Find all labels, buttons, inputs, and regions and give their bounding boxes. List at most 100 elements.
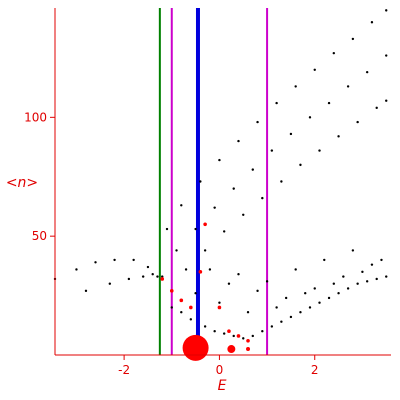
data-point-cloud [170,306,173,309]
data-point-cloud [337,292,340,295]
data-point-branch-2 [365,70,369,74]
highlight-markers [182,334,251,361]
data-point-branch-4 [146,265,150,269]
data-point-branch-2 [251,168,254,171]
data-point-cloud [361,270,364,274]
data-point-red-highlight [179,298,184,303]
data-point-cloud [246,311,250,314]
data-point-branch-1 [237,139,240,143]
data-point-cloud [304,292,307,295]
data-points [53,9,388,350]
data-point-cloud [365,280,369,283]
data-point-cloud [375,277,378,281]
data-point-cloud [194,292,197,295]
data-point-branch-4 [156,275,159,278]
data-point-cloud [342,275,345,278]
data-point-branch-1 [165,227,169,231]
data-point-cloud [332,282,336,285]
data-point-branch-2 [232,187,235,190]
data-point-red-highlight [246,338,250,343]
data-point-branch-4 [132,258,135,262]
data-point-cloud [299,311,302,314]
data-point-branch-3 [242,213,245,216]
data-point-cloud [189,318,193,321]
data-point-cloud [289,315,293,319]
data-point-cloud [385,275,388,278]
data-point-cloud [370,263,374,266]
data-point-branch-3 [203,249,207,252]
data-point-branch-5 [127,277,131,281]
data-point-branch-2 [346,85,350,88]
data-point-branch-2 [194,227,197,231]
data-point-cloud [213,330,216,333]
x-axis-title: E [218,378,227,394]
x-tick-label: -2 [118,363,130,377]
data-point-cloud [180,311,183,314]
data-point-branch-5 [108,282,112,285]
data-point-branch-3 [337,135,340,138]
data-point-branch-3 [280,180,283,183]
data-point-red-highlight [203,222,207,227]
data-point-branch-1 [256,120,259,124]
data-point-red-highlight [227,329,231,334]
data-point-branch-5 [161,275,164,278]
data-point-cloud [256,289,259,293]
data-point-branch-3 [385,99,388,102]
data-point-branch-1 [385,9,388,12]
data-point-cloud [327,296,331,300]
data-point-branch-1 [332,51,336,55]
data-point-branch-2 [327,101,331,105]
data-point-cloud [351,249,355,252]
data-point-branch-4 [75,268,78,271]
data-point-branch-3 [261,196,264,200]
data-point-branch-5 [141,275,145,278]
marker-large-0 [182,334,209,361]
data-point-branch-5 [151,272,154,276]
data-point-cloud [346,287,350,290]
data-point-cloud [323,258,326,262]
data-point-cloud [308,306,312,309]
data-point-branch-2 [213,206,216,209]
marker-small-2 [246,347,251,352]
x-tick-label: 2 [311,363,319,377]
data-point-cloud [237,272,240,276]
data-point-branch-5 [84,289,88,293]
data-point-cloud [356,282,359,285]
data-point-cloud [294,268,297,271]
data-point-cloud [222,332,226,335]
data-point-branch-2 [270,149,274,152]
y-tick-label: 100 [24,110,47,124]
data-point-red-highlight [198,270,203,274]
data-point-cloud [232,334,235,338]
data-point-red-highlight [160,277,165,281]
data-point-cloud [251,334,254,338]
x-tick-label: 0 [216,363,224,377]
data-point-branch-3 [375,106,378,110]
data-point-cloud [208,268,212,271]
data-point-cloud [275,306,278,309]
vertical-lines [158,8,269,355]
axes: -2 0 2 50 100 [24,8,391,377]
data-point-branch-3 [222,230,226,233]
data-point-cloud [280,320,283,323]
data-point-branch-1 [275,101,278,105]
data-point-branch-3 [318,149,321,152]
data-point-cloud [380,258,383,262]
data-point-red-highlight [236,334,241,338]
data-point-red-highlight [217,305,222,310]
data-point-branch-3 [184,268,188,271]
marker-medium-1 [227,345,236,354]
data-point-cloud [265,280,269,283]
data-point-cloud [318,301,321,304]
data-point-cloud [284,296,288,300]
data-point-cloud [270,325,274,328]
data-point-branch-1 [199,180,202,183]
data-point-red-highlight [169,289,174,293]
data-point-branch-1 [294,85,297,88]
data-point-cloud [313,287,316,290]
data-point-branch-2 [289,132,293,136]
data-point-branch-2 [385,54,388,57]
data-point-branch-1 [180,204,183,207]
data-point-cloud [218,301,221,304]
data-point-branch-4 [113,258,116,262]
